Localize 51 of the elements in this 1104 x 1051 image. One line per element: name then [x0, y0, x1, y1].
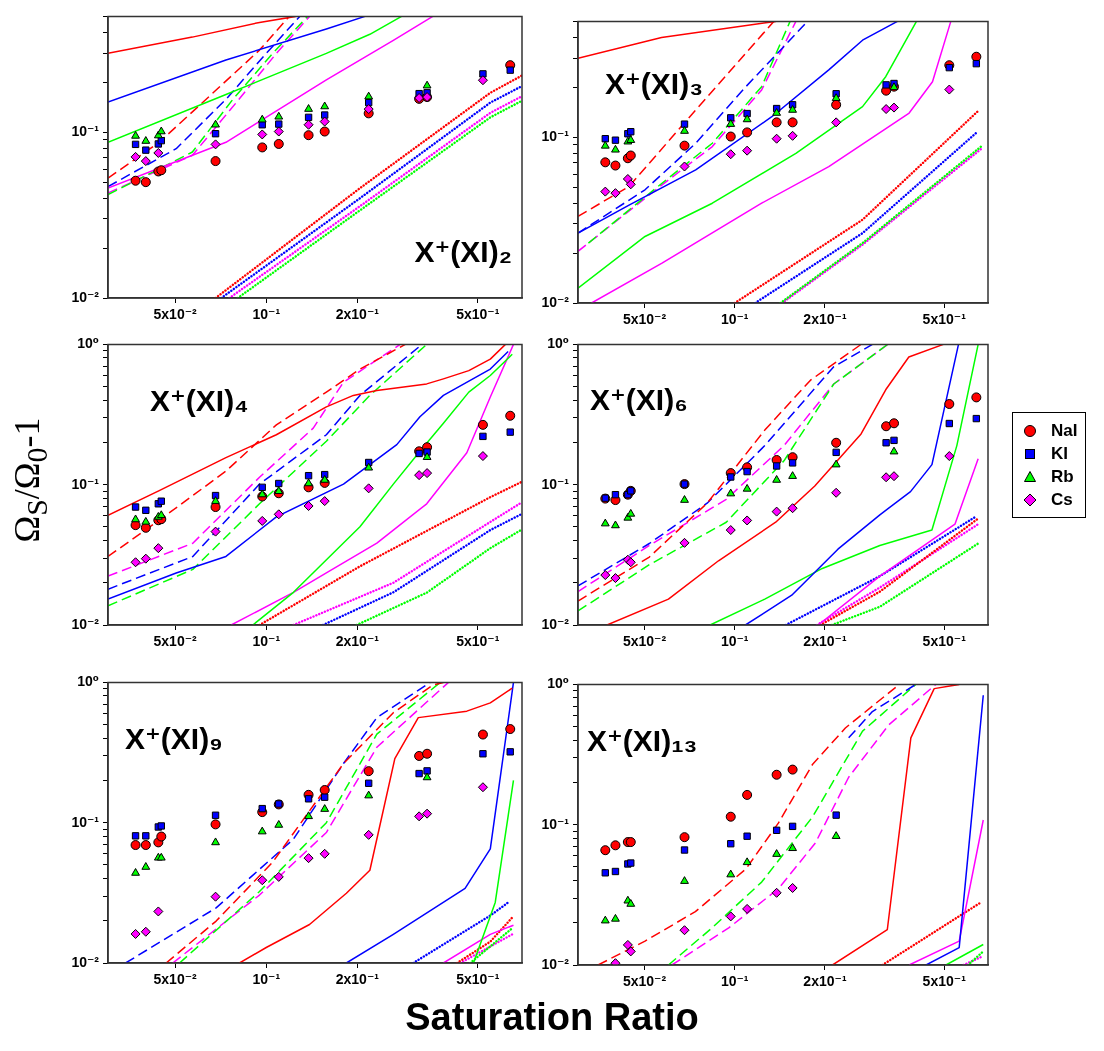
x-tick-label: 5x10⁻¹: [922, 311, 967, 328]
x-tick-label: 5x10⁻²: [622, 633, 667, 650]
legend-label: Rb: [1051, 466, 1074, 487]
x-tick-label: 2x10⁻¹: [335, 971, 380, 988]
y-tick-label: 10⁻¹: [541, 815, 570, 832]
x-tick-label: 2x10⁻¹: [803, 311, 847, 328]
x-tick-label: 5x10⁻²: [153, 306, 198, 323]
y-tick-label: 10⁻¹: [541, 475, 570, 492]
y-tick-label: 10⁻¹: [71, 123, 100, 140]
y-tick-label: 10⁻²: [541, 293, 570, 310]
x-tick-label: 2x10⁻¹: [803, 633, 847, 650]
x-tick-label: 5x10⁻¹: [456, 306, 500, 323]
y-tick-label: 10⁻²: [71, 953, 100, 970]
text: X⁺(XI)₂: [414, 235, 512, 268]
text: X⁺(XI)₄: [150, 384, 249, 418]
x-tick-label: 5x10⁻¹: [922, 973, 967, 990]
y-tick-label: 10⁻²: [71, 288, 100, 305]
text: X⁺(XI)₃: [605, 67, 704, 101]
x-tick-label: 5x10⁻¹: [456, 971, 500, 988]
y-tick-label: 10⁻²: [541, 615, 570, 632]
y-tick-label: 10⁻²: [71, 615, 100, 632]
x-tick-label: 5x10⁻²: [153, 633, 198, 650]
legend-label: KI: [1051, 443, 1068, 464]
x-tick-label: 10⁻¹: [720, 633, 749, 650]
x-tick-label: 10⁻¹: [252, 971, 281, 988]
x-tick-label: 5x10⁻¹: [922, 633, 967, 650]
x-tick-label: 2x10⁻¹: [335, 306, 380, 323]
x-tick-label: 10⁻¹: [252, 633, 281, 650]
y-tick-label: 10⁻¹: [71, 813, 100, 830]
y-tick-label: 10⁻²: [541, 955, 570, 972]
x-tick-label: 5x10⁻¹: [456, 633, 500, 650]
x-tick-label: 5x10⁻²: [622, 973, 667, 990]
text: X⁺(XI)₁₃: [587, 724, 698, 758]
x-tick-label: 10⁻¹: [720, 973, 749, 990]
x-tick-label: 5x10⁻²: [153, 971, 198, 988]
text: X⁺(XI)₆: [590, 383, 688, 417]
y-tick-label: 10⁰: [77, 673, 99, 690]
x-tick-label: 5x10⁻²: [622, 311, 667, 328]
x-tick-label: 2x10⁻¹: [335, 633, 380, 650]
legend-label: Cs: [1051, 489, 1073, 510]
y-tick-label: 10⁻¹: [541, 128, 570, 145]
y-tick-label: 10⁰: [547, 335, 569, 352]
x-axis-title: Saturation Ratio: [404, 996, 700, 1039]
y-tick-label: 10⁰: [77, 335, 99, 352]
legend-label: NaI: [1051, 420, 1078, 441]
x-tick-label: 10⁻¹: [720, 311, 749, 328]
y-tick-label: 10⁻¹: [71, 475, 100, 492]
y-tick-label: 10⁰: [547, 675, 569, 692]
text: X⁺(XI)₉: [125, 722, 223, 756]
x-tick-label: 10⁻¹: [252, 306, 281, 323]
x-tick-label: 2x10⁻¹: [803, 973, 847, 990]
